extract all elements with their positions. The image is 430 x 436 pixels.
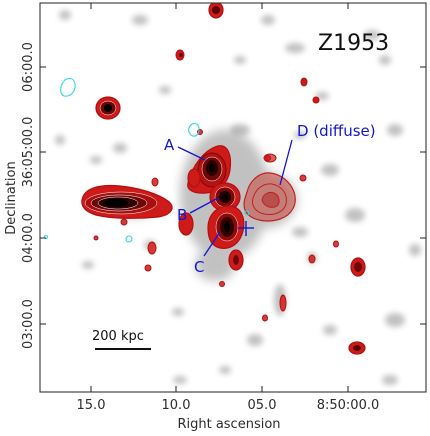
x-axis-title: Right ascension: [177, 417, 280, 432]
cross-marker: [238, 221, 254, 236]
annotation-pointers: [177, 139, 293, 257]
y-tick-label: 03:00.0: [21, 299, 36, 349]
label-component-b: B: [177, 206, 187, 224]
source-d-contours: [243, 153, 296, 222]
y-tick-label: 04:00.0: [21, 213, 36, 263]
x-tick-label: 10.0: [162, 398, 191, 413]
extended-radio-galaxy: [81, 184, 173, 219]
y-tick-label: 06:00.0: [21, 42, 36, 92]
scale-bar-label: 200 kpc: [92, 329, 144, 344]
axis-ticks: [40, 3, 426, 392]
field-name: Z1953: [318, 31, 389, 56]
label-component-d: D (diffuse): [297, 122, 376, 140]
label-component-a: A: [164, 136, 175, 154]
x-tick-label: 15.0: [77, 398, 106, 413]
x-tick-label: 05.0: [248, 398, 277, 413]
label-component-c: C: [194, 258, 204, 276]
source-b-contours: [209, 182, 241, 212]
compact-source-top: [208, 3, 224, 19]
x-tick-label: 8:50:00.0: [317, 398, 380, 413]
y-tick-label: 36:05:00.0: [21, 117, 36, 188]
scale-bar: 200 kpc: [92, 329, 151, 350]
radio-emission-layer: [81, 3, 366, 355]
negative-contours-layer: [43, 77, 250, 243]
compact-source-right: [350, 257, 366, 277]
y-axis-title: Declination: [4, 161, 19, 235]
plot-frame: [39, 2, 427, 393]
compact-source-upper-left: [95, 96, 121, 120]
source-c-contours: [207, 205, 245, 249]
compact-source-bottom-right: [348, 341, 366, 355]
